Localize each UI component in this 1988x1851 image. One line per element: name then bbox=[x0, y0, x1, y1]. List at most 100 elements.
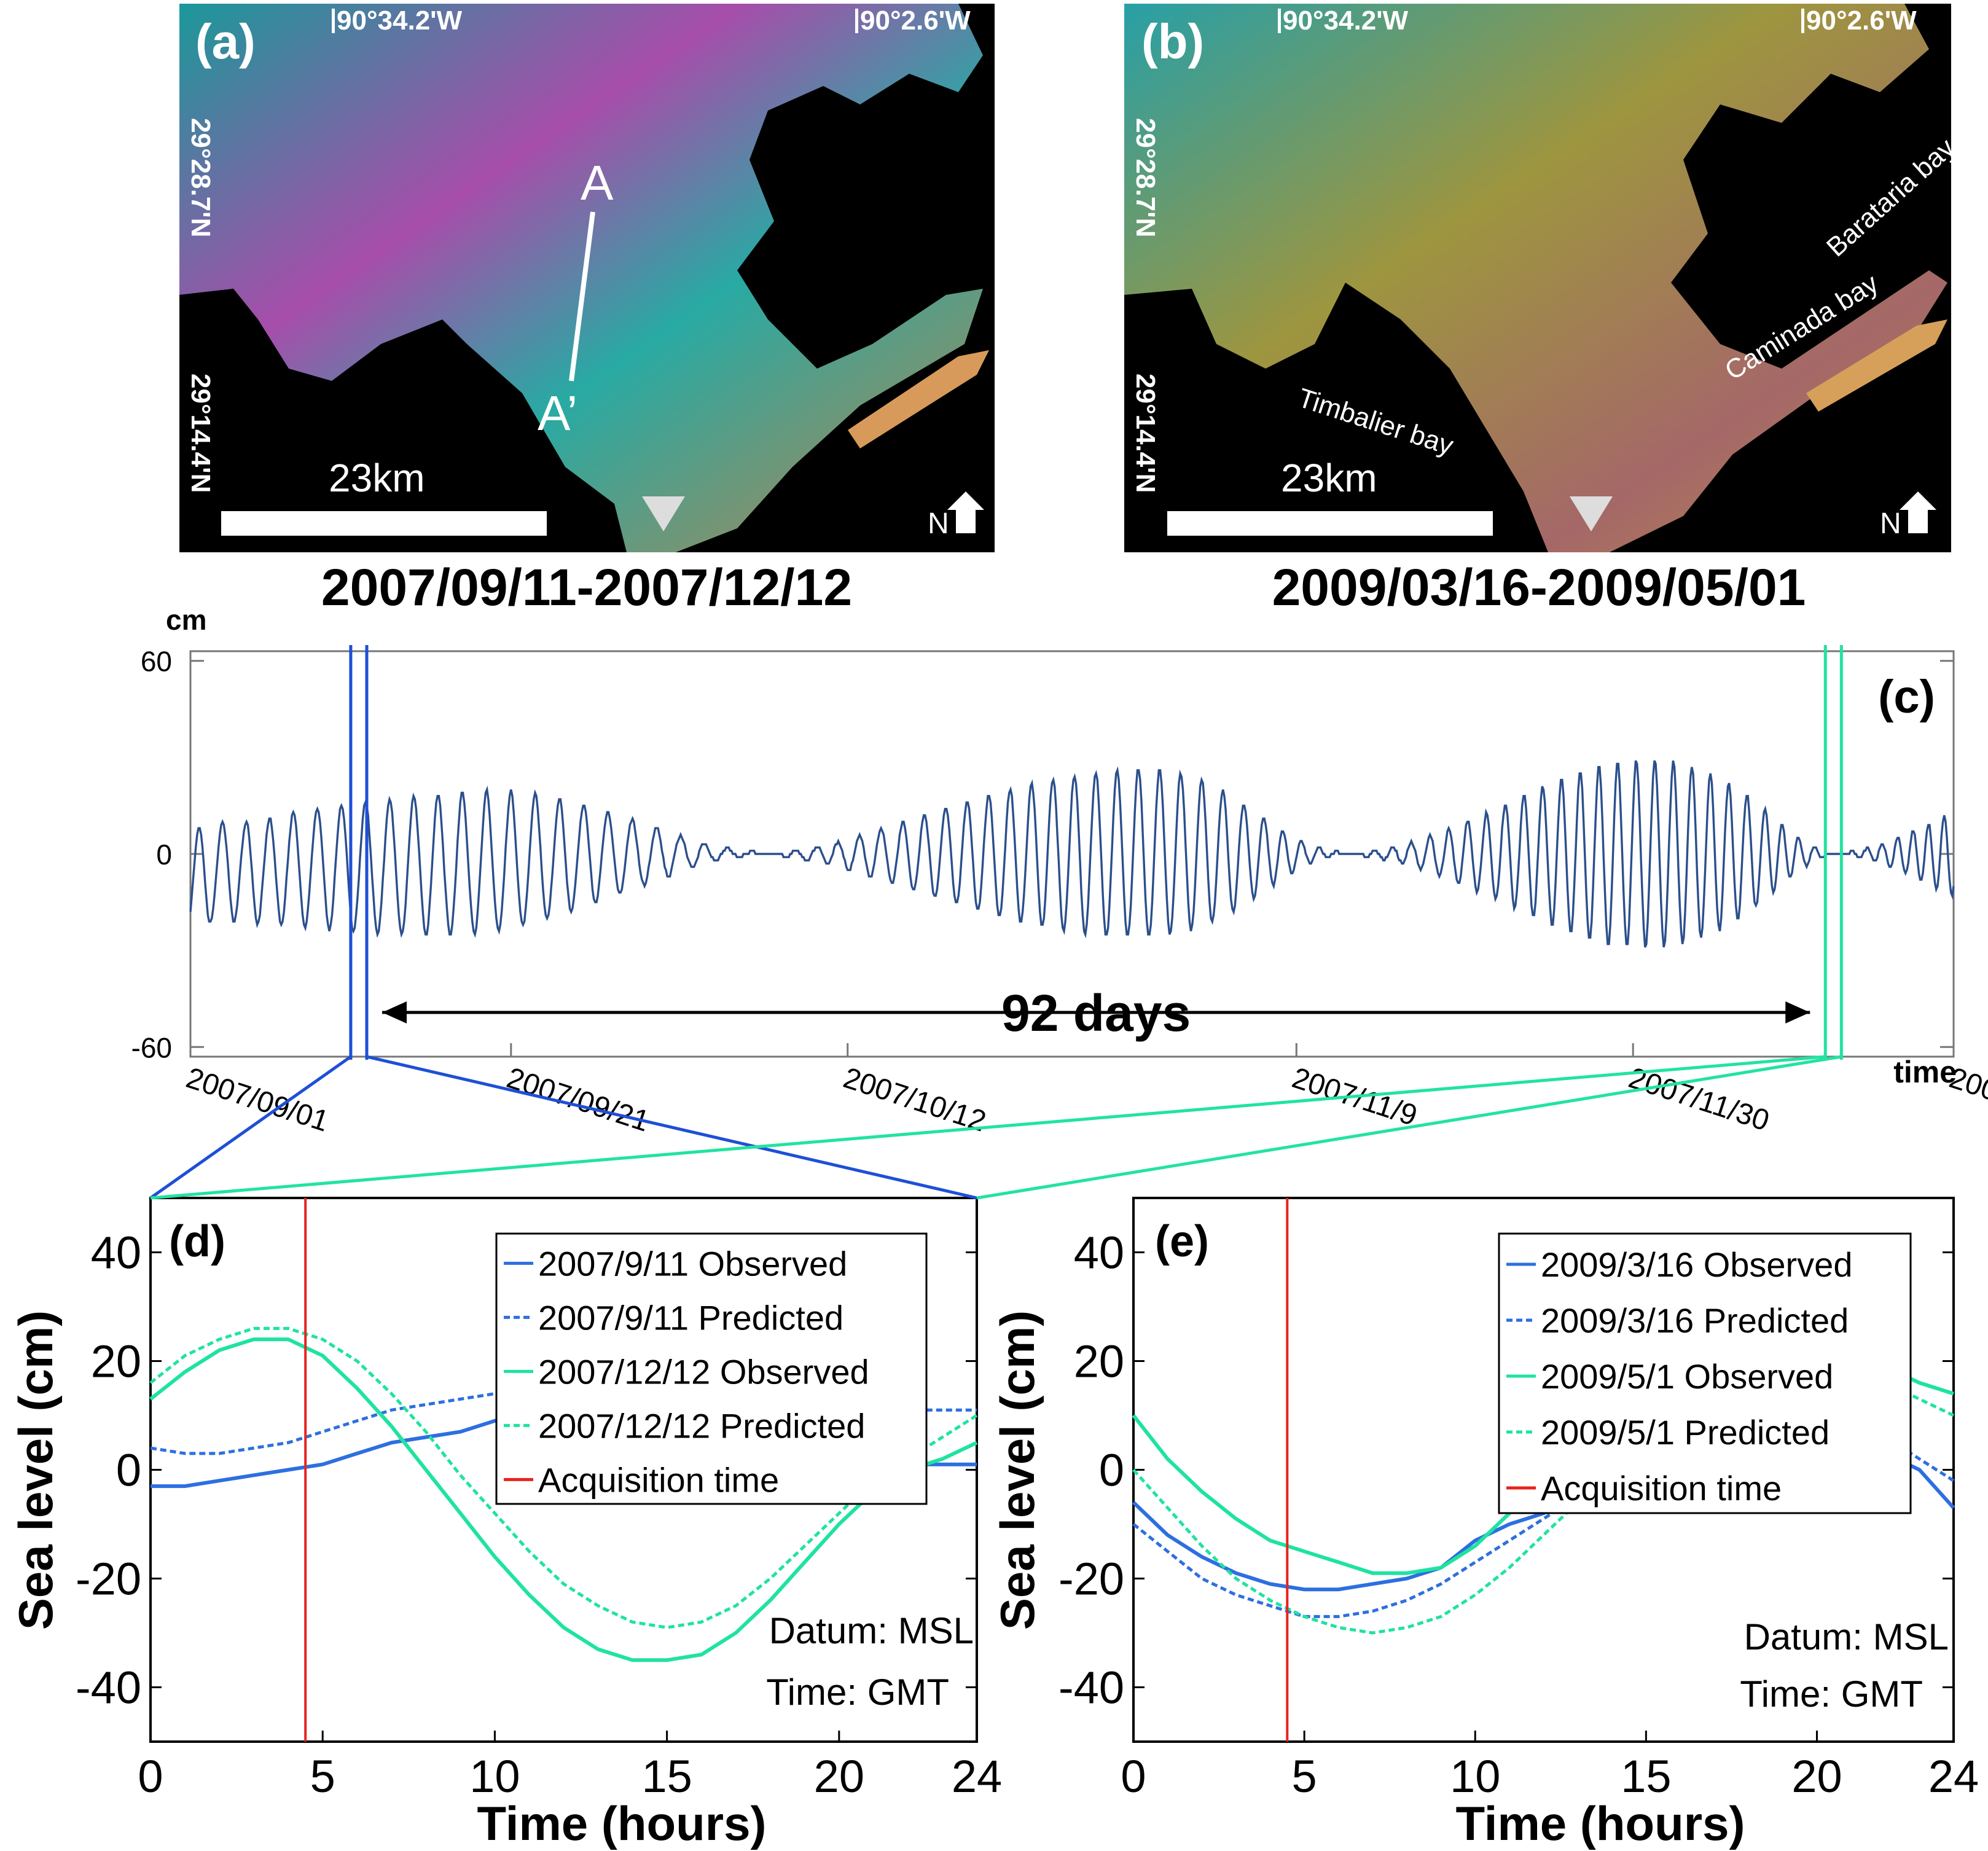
chart-c-arrowhead-left bbox=[382, 1001, 407, 1023]
chart-e: -40 -20 0 20 40 0 5 10 15 20 24 2009/3/16 Observed 2… bbox=[990, 1197, 1979, 1850]
map-b-label: (b) bbox=[1141, 14, 1204, 69]
connector-green-left bbox=[150, 1055, 1826, 1200]
map-b-scale-bar bbox=[1167, 511, 1493, 536]
chart-e-ytick-label: 40 bbox=[1074, 1227, 1124, 1278]
map-a-bay-water bbox=[179, 289, 332, 467]
chart-e-ytick-label: -40 bbox=[1059, 1662, 1124, 1713]
chart-c-xtick-label: 2007/09/01 bbox=[182, 1062, 333, 1138]
chart-d-xtick-label: 15 bbox=[641, 1751, 692, 1802]
chart-c-xtick-label: 2007/09/21 bbox=[503, 1062, 653, 1138]
map-a-tide-gauge-marker bbox=[642, 496, 685, 531]
map-a-north-label: N bbox=[928, 507, 949, 540]
map-a-lon-left: 90°34.2'W bbox=[337, 6, 463, 36]
chart-c: cm (c) time -60 0 60 2007/09/01 2007/09/21 2… bbox=[131, 604, 1988, 1138]
chart-e-legend-label: 2009/5/1 Observed bbox=[1541, 1357, 1833, 1396]
map-b-lon-right-tick bbox=[1801, 9, 1804, 33]
chart-c-xlabel: time bbox=[1893, 1055, 1957, 1089]
chart-e-ytick-label: 20 bbox=[1074, 1336, 1124, 1387]
map-a-lat-bottom: 29°14.4'N bbox=[186, 374, 216, 493]
map-a-profile-line bbox=[569, 211, 595, 382]
chart-c-xtick-label: 2007/10/12 bbox=[839, 1062, 990, 1138]
chart-c-ylabel: cm bbox=[166, 604, 206, 636]
map-a-profile-start: A bbox=[581, 155, 614, 210]
map-a-caption: 2007/09/11-2007/12/12 bbox=[321, 558, 852, 616]
chart-e-datum-text: Datum: MSL bbox=[1744, 1616, 1949, 1657]
map-a-lon-right-tick bbox=[855, 9, 858, 33]
map-b-lon-left-tick bbox=[1278, 9, 1281, 33]
map-b-lon-right: 90°2.6'W bbox=[1806, 6, 1917, 36]
chart-e-xtick-label: 0 bbox=[1121, 1751, 1146, 1802]
chart-d-xlabel: Time (hours) bbox=[477, 1796, 767, 1850]
chart-e-panel-label: (e) bbox=[1155, 1217, 1209, 1266]
chart-d-ytick-label: 0 bbox=[116, 1445, 141, 1496]
chart-e-xtick-label: 5 bbox=[1292, 1751, 1317, 1802]
chart-d-ytick-label: -40 bbox=[76, 1662, 141, 1713]
map-b-coast-strip bbox=[1806, 319, 1947, 412]
map-b-tide-gauge-marker bbox=[1570, 496, 1613, 531]
chart-e-time-text: Time: GMT bbox=[1740, 1673, 1923, 1715]
chart-e-legend bbox=[1498, 1232, 1912, 1514]
chart-e-xtick-label: 10 bbox=[1450, 1751, 1500, 1802]
chart-e-xtick-label: 20 bbox=[1791, 1751, 1842, 1802]
map-a-profile-end: A’ bbox=[538, 386, 577, 440]
map-b-scale-label: 23km bbox=[1281, 456, 1377, 500]
chart-e-legend-label: 2009/5/1 Predicted bbox=[1541, 1413, 1830, 1452]
chart-d-legend-label: 2007/9/11 Predicted bbox=[538, 1298, 843, 1337]
chart-d-panel-label: (d) bbox=[169, 1217, 225, 1266]
chart-c-xtick-label: 2007/12/20 bbox=[1946, 1062, 1988, 1138]
map-a-lat-top: 29°28.7'N bbox=[186, 118, 216, 237]
chart-e-xtick-label: 15 bbox=[1621, 1751, 1671, 1802]
chart-e-ylabel: Sea level (cm) bbox=[990, 1310, 1044, 1630]
map-a-north-arrow-icon bbox=[947, 491, 984, 533]
map-b-lon-left: 90°34.2'W bbox=[1283, 6, 1409, 36]
chart-d-xtick-label: 24 bbox=[952, 1751, 1002, 1802]
map-b-lat-top: 29°28.7'N bbox=[1130, 118, 1160, 237]
map-a-scale-bar bbox=[221, 511, 547, 536]
chart-c-arrowhead-right bbox=[1785, 1001, 1810, 1023]
chart-d-legend-label: 2007/9/11 Observed bbox=[538, 1244, 847, 1283]
chart-c-series-line bbox=[189, 760, 1955, 948]
chart-d-xtick-label: 10 bbox=[469, 1751, 520, 1802]
chart-d-time-text: Time: GMT bbox=[766, 1672, 949, 1713]
chart-d-ytick-label: 20 bbox=[91, 1336, 141, 1387]
chart-d-legend-label: Acquisition time bbox=[538, 1460, 779, 1499]
map-b-north-arrow-icon bbox=[1900, 491, 1936, 533]
map-b-lat-bottom: 29°14.4'N bbox=[1130, 374, 1160, 493]
connector-green-right bbox=[976, 1055, 1842, 1200]
chart-e-xlabel: Time (hours) bbox=[1456, 1796, 1745, 1850]
map-b-north-label: N bbox=[1880, 507, 1901, 540]
map-a-coast-strip bbox=[848, 350, 989, 448]
chart-d-ylabel: Sea level (cm) bbox=[9, 1310, 63, 1630]
chart-c-ytick-label: 0 bbox=[156, 839, 172, 871]
chart-e-ytick-label: 0 bbox=[1099, 1445, 1124, 1496]
zoom-connectors bbox=[149, 1055, 1842, 1200]
map-b-caption: 2009/03/16-2009/05/01 bbox=[1272, 558, 1806, 616]
map-a-lon-left-tick bbox=[332, 9, 335, 33]
chart-d-series-3 bbox=[149, 1326, 978, 1629]
chart-d-xtick-label: 20 bbox=[814, 1751, 864, 1802]
chart-c-span-label: 92 days bbox=[1001, 984, 1191, 1042]
map-a-land bbox=[179, 4, 983, 552]
chart-e-xtick-label: 24 bbox=[1928, 1751, 1979, 1802]
chart-e-series-3 bbox=[1132, 1364, 1955, 1635]
chart-e-legend-label: 2009/3/16 Observed bbox=[1541, 1245, 1852, 1284]
chart-e-ytick-label: -20 bbox=[1059, 1554, 1124, 1605]
chart-e-legend-label: Acquisition time bbox=[1541, 1469, 1782, 1508]
map-a-label: (a) bbox=[195, 14, 256, 69]
chart-d-xtick-label: 0 bbox=[138, 1751, 163, 1802]
map-panel-a: (a) 90°34.2'W 90°2.6'W 29°28.7'N 29°14.4… bbox=[179, 4, 995, 616]
chart-d-series-2 bbox=[149, 1337, 978, 1662]
chart-d-xtick-label: 5 bbox=[310, 1751, 335, 1802]
chart-e-legend-label: 2009/3/16 Predicted bbox=[1541, 1301, 1849, 1340]
map-a-lon-right: 90°2.6'W bbox=[860, 6, 971, 36]
chart-c-ytick-label: -60 bbox=[131, 1031, 172, 1063]
chart-c-ytick-label: 60 bbox=[141, 646, 172, 678]
map-panel-b: (b) 90°34.2'W 90°2.6'W 29°28.7'N 29°14.4… bbox=[1124, 4, 1960, 616]
connector-blue-left bbox=[149, 1055, 352, 1200]
chart-d-legend bbox=[495, 1232, 928, 1505]
chart-e-series-1 bbox=[1132, 1403, 1955, 1618]
map-b-land bbox=[1124, 4, 1947, 552]
chart-d: -40 -20 0 20 40 0 5 10 15 20 24 2007/9/11 Observed 2… bbox=[9, 1197, 1002, 1850]
chart-c-panel-label: (c) bbox=[1878, 671, 1935, 723]
